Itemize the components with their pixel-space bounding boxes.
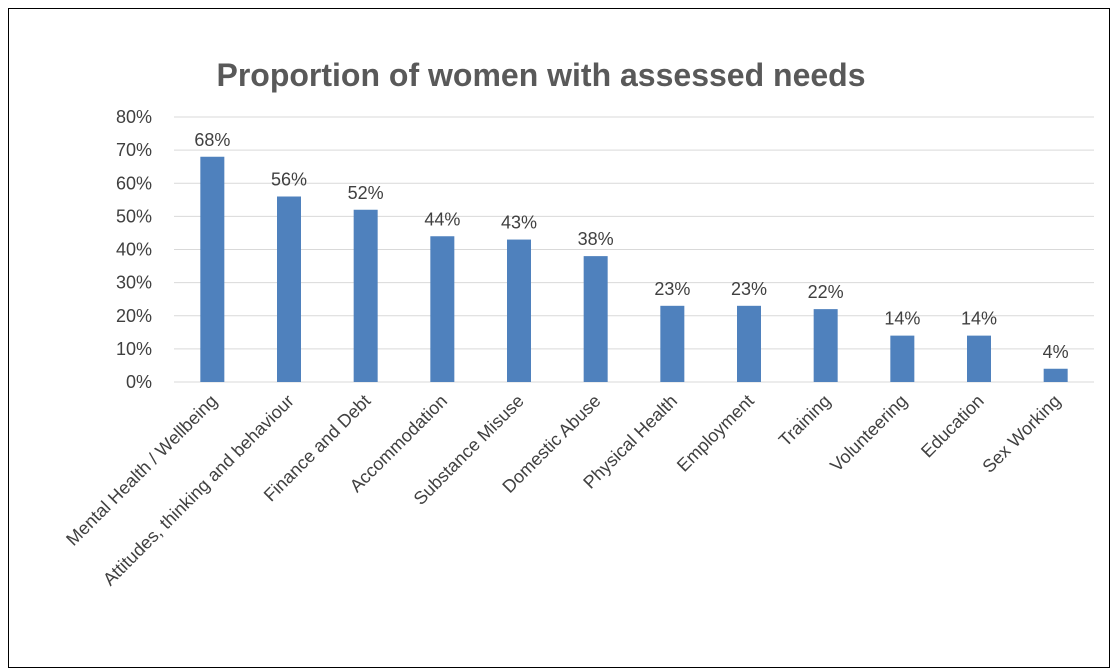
bar xyxy=(277,196,301,382)
x-tick-label: Volunteering xyxy=(826,391,911,476)
bar xyxy=(430,236,455,382)
y-tick-label: 70% xyxy=(116,140,152,160)
y-axis-ticks: 0% 10% 20% 30% 40% 50% 60% 70% 80% xyxy=(116,107,152,392)
bar xyxy=(507,239,531,382)
data-label: 4% xyxy=(1043,342,1069,362)
data-label: 23% xyxy=(654,279,690,299)
data-labels: 68% 56% 52% 44% 43% 38% 23% 23% 22% 14% 14% 4% xyxy=(194,130,1068,362)
gridlines xyxy=(174,116,1094,383)
bar xyxy=(353,209,378,382)
data-label: 56% xyxy=(271,170,307,190)
y-tick-label: 30% xyxy=(116,273,152,293)
y-tick-label: 0% xyxy=(126,372,152,392)
bar xyxy=(967,335,991,382)
data-label: 38% xyxy=(578,229,614,249)
bar xyxy=(200,156,225,382)
bar xyxy=(737,305,761,382)
y-tick-label: 80% xyxy=(116,107,152,127)
data-label: 52% xyxy=(348,183,384,203)
chart-frame: Proportion of women with assessed needs … xyxy=(8,8,1110,668)
data-label: 23% xyxy=(731,279,767,299)
y-tick-label: 20% xyxy=(116,306,152,326)
chart-title: Proportion of women with assessed needs xyxy=(216,57,865,93)
data-label: 43% xyxy=(501,213,537,233)
bar xyxy=(660,305,685,382)
data-label: 44% xyxy=(424,209,460,229)
data-label: 68% xyxy=(194,130,230,150)
data-label: 22% xyxy=(808,282,844,302)
bar xyxy=(813,309,838,382)
bar-chart: Proportion of women with assessed needs … xyxy=(62,57,1094,590)
x-tick-label: Sex Working xyxy=(978,391,1064,477)
data-label: 14% xyxy=(961,309,997,329)
bar xyxy=(583,256,608,382)
x-tick-label: Training xyxy=(775,391,835,451)
data-label: 14% xyxy=(884,309,920,329)
x-tick-label: Education xyxy=(917,391,988,462)
bars xyxy=(200,156,1068,382)
y-tick-label: 60% xyxy=(116,173,152,193)
bar xyxy=(890,335,915,382)
y-tick-label: 10% xyxy=(116,339,152,359)
bar xyxy=(1043,368,1068,382)
x-tick-label: Employment xyxy=(673,391,758,476)
y-tick-label: 40% xyxy=(116,240,152,260)
y-tick-label: 50% xyxy=(116,206,152,226)
x-tick-label: Mental Health / Wellbeing xyxy=(62,391,221,550)
